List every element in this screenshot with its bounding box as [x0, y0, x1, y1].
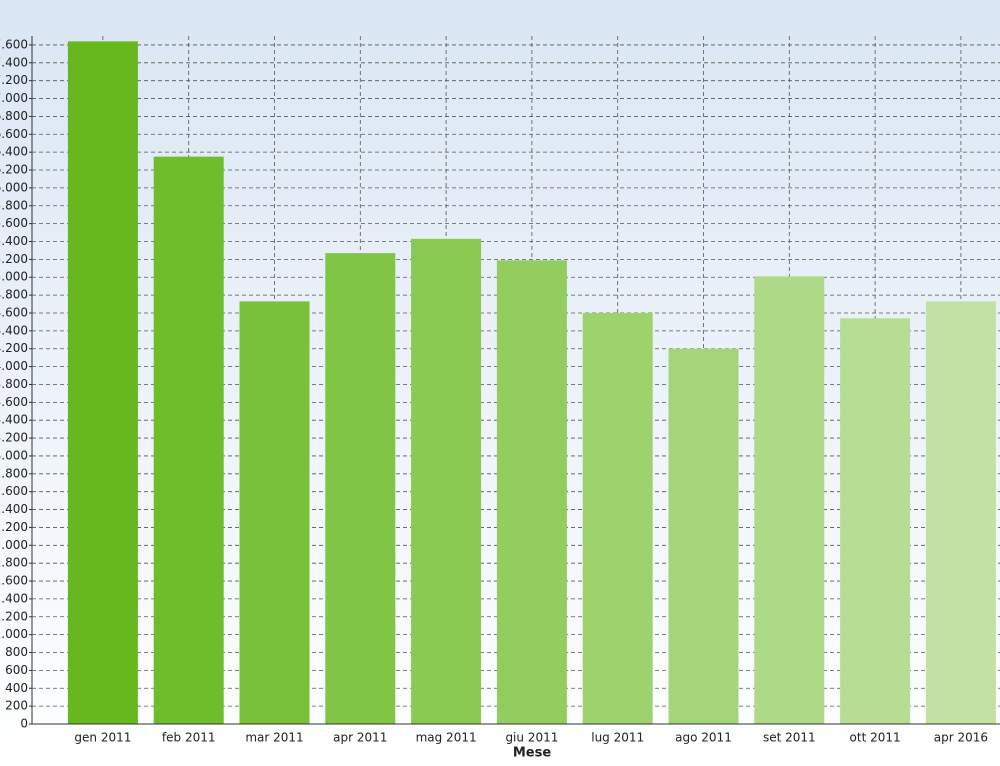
y-tick-label: 6.400 [0, 145, 28, 159]
y-tick-label: 7.200 [0, 73, 28, 87]
y-tick-label: 1.600 [0, 574, 28, 588]
y-tick-label: 1.800 [0, 556, 28, 570]
x-tick-label: feb 2011 [162, 731, 216, 745]
y-tick-label: 4.800 [0, 288, 28, 302]
bar [840, 318, 911, 724]
bar [582, 312, 653, 724]
bar [496, 260, 567, 724]
y-tick-label: 7.400 [0, 55, 28, 69]
x-tick-label: gen 2011 [74, 731, 131, 745]
bar [668, 348, 739, 724]
y-tick-label: 2.000 [0, 538, 28, 552]
y-tick-label: 4.600 [0, 305, 28, 319]
y-tick-label: 3.600 [0, 395, 28, 409]
y-tick-label: 7.600 [0, 37, 28, 51]
y-tick-label: 4.400 [0, 323, 28, 337]
x-tick-label: apr 2011 [333, 731, 387, 745]
bar [325, 253, 396, 724]
y-tick-label: 1.000 [0, 627, 28, 641]
y-tick-label: 6.200 [0, 163, 28, 177]
y-tick-label: 1.400 [0, 591, 28, 605]
y-tick-label: 5.600 [0, 216, 28, 230]
y-tick-label: 0 [20, 717, 28, 731]
y-tick-label: 5.800 [0, 198, 28, 212]
y-tick-label: 6.600 [0, 127, 28, 141]
x-tick-label: giu 2011 [505, 731, 558, 745]
y-tick-label: 3.000 [0, 448, 28, 462]
y-tick-label: 6.800 [0, 109, 28, 123]
y-tick-label: 1.200 [0, 609, 28, 623]
bar [153, 156, 224, 724]
y-tick-label: 4.200 [0, 341, 28, 355]
y-tick-label: 400 [5, 681, 28, 695]
y-tick-label: 4.000 [0, 359, 28, 373]
y-tick-label: 2.200 [0, 520, 28, 534]
y-tick-label: 7.000 [0, 91, 28, 105]
bar [754, 276, 825, 724]
y-tick-label: 3.400 [0, 413, 28, 427]
x-tick-label: apr 2016 [934, 731, 988, 745]
y-tick-label: 5.200 [0, 252, 28, 266]
bar [67, 41, 138, 725]
x-tick-label: ott 2011 [850, 731, 901, 745]
x-tick-label: ago 2011 [675, 731, 732, 745]
y-tick-label: 2.800 [0, 466, 28, 480]
x-tick-label: set 2011 [763, 731, 816, 745]
y-tick-label: 6.000 [0, 180, 28, 194]
bar [239, 301, 310, 724]
y-tick-label: 600 [5, 663, 28, 677]
y-tick-label: 800 [5, 645, 28, 659]
x-tick-label: lug 2011 [591, 731, 644, 745]
y-tick-label: 5.400 [0, 234, 28, 248]
bar [925, 301, 996, 724]
x-tick-label: mar 2011 [245, 731, 303, 745]
y-tick-label: 2.400 [0, 502, 28, 516]
x-axis-label: Mese [513, 746, 551, 761]
y-tick-label: 200 [5, 699, 28, 713]
bar [411, 238, 482, 724]
y-tick-label: 2.600 [0, 484, 28, 498]
y-tick-label: 3.200 [0, 431, 28, 445]
y-tick-label: 3.800 [0, 377, 28, 391]
x-tick-label: mag 2011 [416, 731, 477, 745]
y-tick-label: 5.000 [0, 270, 28, 284]
